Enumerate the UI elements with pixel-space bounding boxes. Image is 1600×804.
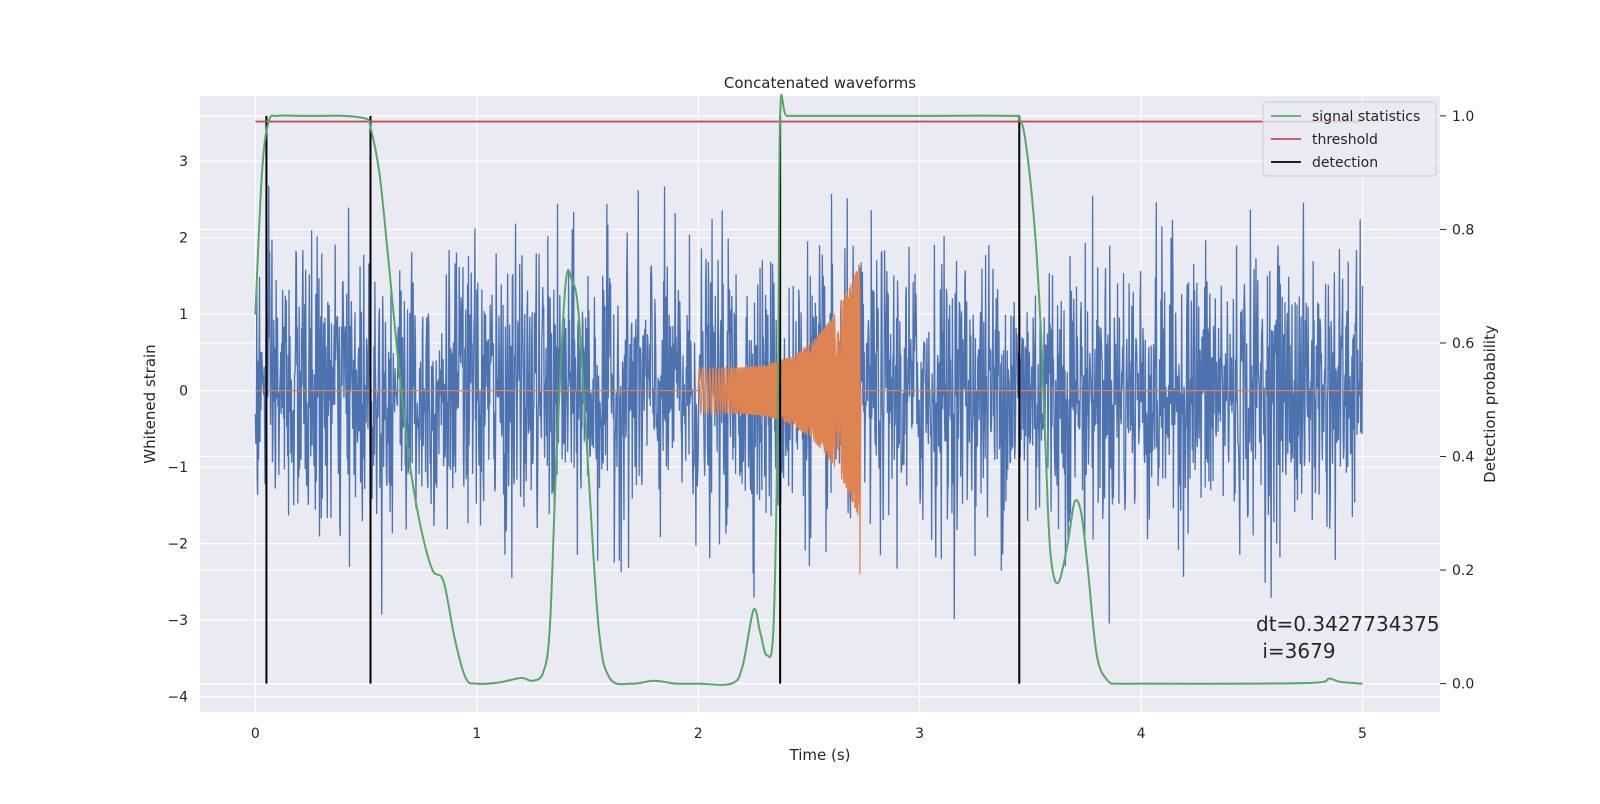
- y-axis-label: Whitened strain: [141, 344, 159, 463]
- y-right-tick-label: 0.0: [1452, 677, 1474, 693]
- y-tick-label: 3: [179, 154, 188, 170]
- x-tick-label: 2: [694, 726, 703, 742]
- signal-statistics-line: [254, 94, 1363, 686]
- legend-label-threshold: threshold: [1312, 132, 1378, 148]
- y-tick-label: 2: [179, 231, 188, 247]
- strain-noise-line: [254, 185, 1364, 624]
- legend-label-signal-statistics: signal statistics: [1312, 109, 1420, 125]
- y-tick-label: 1: [179, 307, 188, 323]
- x-tick-label: 3: [915, 726, 924, 742]
- x-tick-label: 1: [472, 726, 481, 742]
- y-tick-label: −3: [167, 613, 188, 629]
- y-tick-label: −1: [167, 460, 188, 476]
- y-right-tick-label: 1.0: [1452, 109, 1474, 125]
- legend-label-detection: detection: [1312, 155, 1378, 171]
- detection-series: [265, 115, 1021, 684]
- chart-title: Concatenated waveforms: [724, 74, 916, 92]
- y-tick-label: 0: [179, 384, 188, 400]
- y-right-tick-label: 0.8: [1452, 222, 1474, 238]
- x-tick-label: 5: [1358, 726, 1367, 742]
- y-tick-label: −4: [167, 690, 188, 706]
- legend: signal statistics threshold detection: [1262, 101, 1437, 177]
- y-right-tick-label: 0.2: [1452, 563, 1474, 579]
- signal-statistics-series: [254, 94, 1363, 686]
- annotation-dt: dt=0.3427734375: [1256, 612, 1440, 636]
- plot-area: [254, 94, 1364, 686]
- x-tick-label: 4: [1137, 726, 1146, 742]
- y-right-tick-label: 0.6: [1452, 336, 1474, 352]
- x-axis-ticks: 0 1 2 3 4 5: [251, 726, 1367, 742]
- annotation-i: i=3679: [1256, 639, 1336, 663]
- y-tick-label: −2: [167, 537, 188, 553]
- x-tick-label: 0: [251, 726, 260, 742]
- x-axis-label: Time (s): [789, 746, 851, 764]
- strain-noise-series: [254, 185, 1364, 624]
- y-right-axis-label: Detection probability: [1481, 325, 1499, 483]
- legend-box: [1262, 101, 1437, 177]
- y-right-tick-label: 0.4: [1452, 450, 1474, 466]
- y-right-axis-ticks: 0.0 0.2 0.4 0.6 0.8 1.0: [1440, 109, 1474, 693]
- y-axis-ticks: −4 −3 −2 −1 0 1 2 3: [167, 154, 188, 706]
